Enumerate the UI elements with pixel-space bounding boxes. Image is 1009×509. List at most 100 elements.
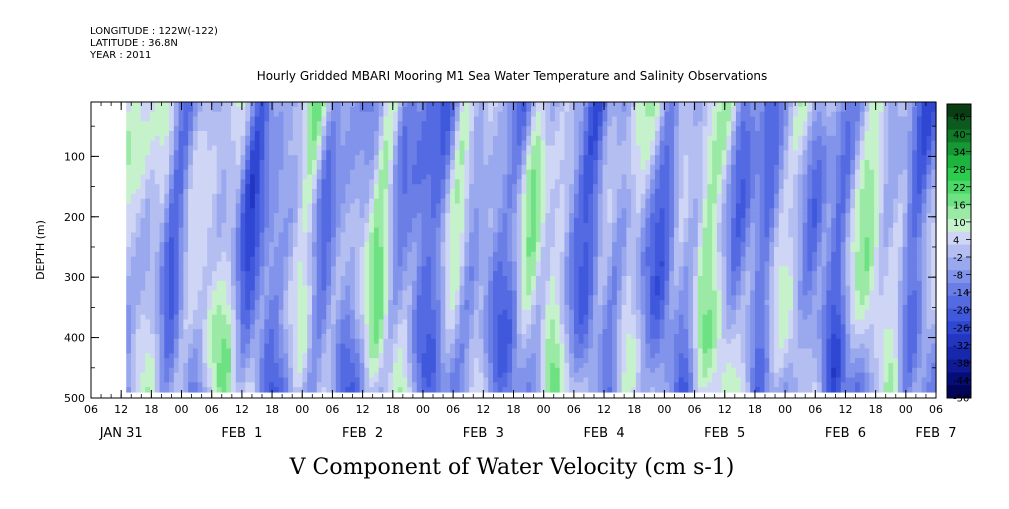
- heatmap-cell: [169, 300, 175, 306]
- heatmap-cell: [240, 266, 246, 272]
- heatmap-cell: [278, 145, 284, 151]
- heatmap-cell: [316, 174, 323, 180]
- heatmap-cell: [283, 222, 289, 229]
- heatmap-cell: [388, 232, 394, 238]
- heatmap-cell: [497, 106, 504, 113]
- heatmap-cell: [345, 140, 351, 147]
- heatmap-cell: [269, 242, 275, 248]
- heatmap-cell: [254, 319, 261, 325]
- heatmap-cell: [392, 246, 399, 253]
- heatmap-cell: [378, 184, 385, 190]
- heatmap-cell: [245, 295, 251, 301]
- heatmap-cell: [364, 348, 370, 354]
- heatmap-cell: [259, 246, 265, 253]
- heatmap-cell: [383, 246, 389, 253]
- heatmap-cell: [231, 145, 237, 151]
- heatmap-cell: [473, 387, 480, 393]
- heatmap-cell: [250, 140, 256, 147]
- heatmap-cell: [264, 387, 270, 393]
- heatmap-cell: [388, 237, 394, 243]
- heatmap-cell: [388, 135, 394, 142]
- heatmap-cell: [402, 164, 408, 171]
- heatmap-cell: [169, 266, 175, 272]
- heatmap-cell: [340, 184, 346, 190]
- heatmap-cell: [254, 111, 261, 118]
- heatmap-cell: [311, 227, 318, 234]
- heatmap-cell: [126, 343, 132, 350]
- heatmap-cell: [216, 362, 223, 369]
- heatmap-cell: [264, 102, 270, 108]
- heatmap-cell: [516, 290, 523, 296]
- heatmap-cell: [454, 256, 461, 263]
- heatmap-cell: [250, 232, 256, 238]
- heatmap-cell: [130, 319, 137, 325]
- heatmap-cell: [283, 362, 289, 369]
- heatmap-cell: [154, 213, 161, 219]
- heatmap-cell: [292, 111, 299, 118]
- heatmap-cell: [435, 174, 442, 180]
- heatmap-cell: [383, 290, 389, 296]
- heatmap-cell: [283, 217, 289, 224]
- heatmap-cell: [288, 193, 294, 200]
- heatmap-cell: [335, 377, 342, 383]
- heatmap-cell: [164, 285, 170, 292]
- heatmap-cell: [426, 246, 432, 253]
- heatmap-cell: [512, 217, 518, 224]
- heatmap-cell: [478, 343, 485, 350]
- heatmap-cell: [254, 324, 261, 330]
- heatmap-cell: [378, 256, 385, 263]
- heatmap-cell: [445, 290, 451, 296]
- heatmap-cell: [493, 198, 499, 205]
- heatmap-cell: [331, 232, 337, 238]
- heatmap-cell: [297, 106, 304, 113]
- heatmap-cell: [164, 198, 170, 205]
- heatmap-cell: [464, 227, 470, 234]
- heatmap-cell: [407, 222, 413, 229]
- heatmap-cell: [373, 179, 380, 185]
- heatmap-cell: [178, 266, 184, 272]
- heatmap-cell: [130, 222, 137, 229]
- heatmap-cell: [383, 280, 389, 287]
- heatmap-cell: [311, 285, 318, 292]
- heatmap-cell: [297, 237, 304, 243]
- heatmap-cell: [311, 280, 318, 287]
- heatmap-cell: [345, 256, 351, 263]
- heatmap-cell: [364, 271, 370, 277]
- heatmap-cell: [369, 164, 375, 171]
- heatmap-cell: [502, 222, 508, 229]
- heatmap-cell: [250, 266, 256, 272]
- heatmap-cell: [164, 324, 170, 330]
- heatmap-cell: [469, 309, 475, 316]
- heatmap-cell: [245, 116, 251, 122]
- heatmap-cell: [154, 222, 161, 229]
- heatmap-cell: [516, 324, 523, 330]
- heatmap-cell: [126, 338, 132, 345]
- heatmap-cell: [126, 362, 132, 369]
- heatmap-cell: [373, 348, 380, 354]
- heatmap-cell: [369, 140, 375, 147]
- heatmap-cell: [150, 193, 156, 200]
- heatmap-cell: [154, 232, 161, 238]
- heatmap-cell: [231, 159, 237, 166]
- heatmap-cell: [283, 188, 289, 195]
- heatmap-cell: [202, 213, 208, 219]
- heatmap-cell: [345, 348, 351, 354]
- heatmap-cell: [459, 251, 466, 258]
- heatmap-cell: [302, 295, 308, 301]
- heatmap-cell: [359, 251, 365, 258]
- heatmap-cell: [297, 169, 304, 176]
- heatmap-cell: [269, 184, 275, 190]
- heatmap-cell: [183, 314, 189, 321]
- heatmap-cell: [350, 155, 356, 161]
- heatmap-cell: [478, 203, 485, 209]
- heatmap-cell: [364, 251, 370, 258]
- heatmap-cell: [412, 295, 418, 301]
- heatmap-cell: [259, 353, 265, 359]
- heatmap-cell: [469, 102, 475, 108]
- heatmap-cell: [512, 203, 518, 209]
- heatmap-cell: [350, 367, 356, 374]
- heatmap-cell: [435, 353, 442, 359]
- heatmap-cell: [331, 155, 337, 161]
- heatmap-cell: [202, 116, 208, 122]
- heatmap-cell: [464, 280, 470, 287]
